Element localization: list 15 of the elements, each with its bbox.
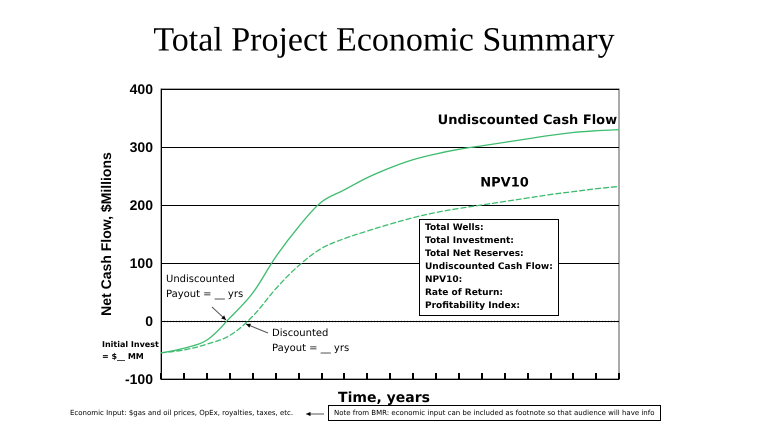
series-label: Undiscounted Cash Flow — [438, 112, 618, 128]
y-axis-title: Net Cash Flow, $Millions — [98, 152, 114, 316]
y-tick-label: 100 — [130, 255, 154, 271]
x-axis-title: Time, years — [337, 389, 431, 408]
y-tick-label: -100 — [124, 371, 154, 387]
y-tick-label: 0 — [145, 313, 154, 329]
annotation: Total Wells: Total Investment: Total Net Reserves: Undiscounted Cash Flow: NPV10: Rate of Return: Profitability Index: — [419, 219, 559, 316]
annotation: Discounted Payout = __ yrs — [272, 327, 350, 356]
chart-title: Total Project Economic Summary — [153, 22, 615, 58]
y-tick-label: 400 — [130, 81, 154, 97]
annotation: Undiscounted Payout = __ yrs — [166, 273, 244, 302]
series-label: NPV10 — [480, 176, 529, 191]
text: Initial Invest = $__ MM — [102, 339, 159, 362]
y-tick-label: 300 — [130, 139, 154, 155]
y-tick-label: 200 — [130, 197, 154, 213]
